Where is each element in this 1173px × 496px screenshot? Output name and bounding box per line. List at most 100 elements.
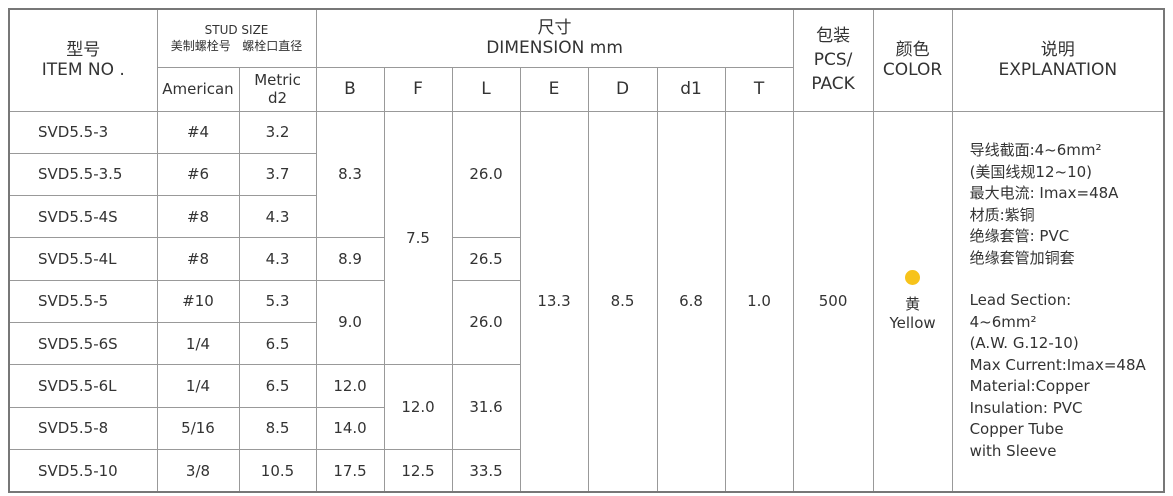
expl-line: Insulation: PVC — [969, 398, 1083, 417]
pack-cell: 500 — [792, 110, 874, 493]
l-cell: 26.0 — [451, 279, 521, 366]
expl-line: Max Current:Imax=48A — [969, 355, 1146, 374]
row: SVD5.5-10 3/8 10.5 17.5 12.5 33.5 — [8, 448, 1164, 493]
header-text: d2 — [267, 89, 288, 107]
d-cell: 8.5 — [587, 110, 658, 493]
american-cell: 1/4 — [156, 321, 240, 366]
american-cell: #8 — [156, 195, 240, 239]
expl-line: 最大电流: Imax=48A — [969, 184, 1119, 203]
metric-cell: 5.3 — [238, 279, 317, 323]
header-text: 颜色 — [895, 40, 930, 61]
model-cell: SVD5.5-6L — [8, 364, 158, 408]
color-en: Yellow — [889, 314, 936, 333]
b-cell: 8.3 — [315, 110, 385, 239]
american-cell: #6 — [156, 152, 240, 197]
b-cell: 14.0 — [315, 406, 385, 450]
model-cell: SVD5.5-5 — [8, 279, 158, 323]
american-cell: 5/16 — [156, 406, 240, 450]
t-cell: 1.0 — [724, 110, 794, 493]
header-text: 包装 — [816, 26, 851, 47]
expl-line: with Sleeve — [969, 441, 1057, 460]
model-cell: SVD5.5-4L — [8, 237, 158, 281]
american-cell: #8 — [156, 237, 240, 281]
header-text: 尺寸 — [537, 18, 572, 39]
expl-line: 绝缘套管加铜套 — [969, 248, 1075, 267]
f-cell: 12.5 — [383, 448, 453, 493]
model-cell: SVD5.5-3 — [8, 110, 158, 154]
header-text: PCS/ — [813, 50, 853, 71]
header-cell: T — [724, 66, 794, 112]
header-cell: D — [587, 66, 658, 112]
header-text: 螺栓口直径 — [242, 38, 303, 53]
color-cell: 黄 Yellow — [872, 110, 953, 493]
header-text: EXPLANATION — [998, 60, 1118, 81]
color-header: 颜色 COLOR — [872, 8, 953, 112]
header-text: 说明 — [1040, 40, 1075, 61]
header-text: 美制螺栓号 — [170, 38, 231, 53]
model-cell: SVD5.5-4S — [8, 195, 158, 239]
row: SVD5.5-3 #4 3.2 8.3 7.5 26.0 13.3 8.5 6.8 1.0 500 黄… — [8, 110, 1165, 493]
metric-cell: 8.5 — [238, 406, 317, 450]
expl-line: 4~6mm² — [969, 312, 1037, 331]
pack-header: 包装 PCS/PACK — [792, 8, 874, 112]
row: SVD5.5-4S #8 4.3 — [8, 195, 1164, 239]
expl-header: 说明 EXPLANATION — [951, 8, 1165, 112]
row: SVD5.5-6L 1/4 6.5 12.0 12.0 31.6 — [8, 364, 1164, 450]
metric-cell: 3.2 — [238, 110, 317, 154]
header-text: Metric — [254, 71, 301, 89]
color-dot — [905, 270, 921, 286]
f-cell: 12.0 — [383, 364, 453, 450]
b-cell: 17.5 — [315, 448, 385, 493]
metric-cell: 4.3 — [238, 195, 317, 239]
color-zh: 黄 — [905, 295, 921, 314]
header-cell: F — [383, 66, 453, 112]
header-cell: d1 — [656, 66, 726, 112]
model-cell: SVD5.5-10 — [8, 448, 158, 493]
header-text: 型号 — [66, 40, 101, 61]
metric-cell: 10.5 — [238, 448, 317, 493]
row: SVD5.5-3.5 #6 3.7 — [8, 152, 1164, 197]
l-cell: 31.6 — [451, 364, 521, 450]
header-text: PACK — [811, 74, 855, 95]
d1-cell: 6.8 — [656, 110, 726, 493]
american-cell: 3/8 — [156, 448, 240, 493]
f-cell: 7.5 — [383, 110, 453, 366]
b-cell: 9.0 — [315, 279, 385, 366]
header-text: ITEM NO . — [41, 60, 125, 81]
header-cell: B — [315, 66, 385, 112]
row: SVD5.5-5 #10 5.3 9.0 26.0 — [8, 279, 1164, 366]
header-cell: Metric d2 — [238, 66, 317, 112]
header-text: STUD SIZE — [204, 22, 269, 37]
expl-line: Copper Tube — [969, 420, 1064, 439]
spacer — [970, 269, 1163, 290]
expl-line: 绝缘套管: PVC — [969, 227, 1070, 246]
row: SVD5.5-6S 1/4 6.5 — [8, 321, 1164, 366]
row: SVD5.5-8 5/16 8.5 14.0 — [8, 406, 1164, 450]
header-cell: L — [451, 66, 521, 112]
model-cell: SVD5.5-6S — [8, 321, 158, 366]
expl-line: 导线截面:4~6mm² — [969, 141, 1102, 160]
model-cell: SVD5.5-8 — [8, 406, 158, 450]
b-cell: 8.9 — [315, 237, 385, 281]
expl-line: (A.W. G.12-10) — [969, 334, 1079, 353]
dim-header: 尺寸 DIMENSION mm — [315, 8, 794, 68]
american-cell: #10 — [156, 279, 240, 323]
expl-line: Lead Section: — [969, 291, 1072, 310]
model-header: 型号 ITEM NO . — [8, 8, 158, 112]
expl-line: 材质:紫铜 — [969, 205, 1035, 224]
american-cell: #4 — [156, 110, 240, 154]
row: SVD5.5-4L #8 4.3 8.9 26.5 — [8, 237, 1164, 281]
b-cell: 12.0 — [315, 364, 385, 408]
explanation-cell: 导线截面:4~6mm² (美国线规12~10) 最大电流: Imax=48A 材质:紫… — [951, 110, 1165, 493]
header-text: DIMENSION mm — [486, 38, 623, 59]
expl-line: (美国线规12~10) — [969, 162, 1093, 181]
spec-table: 型号 ITEM NO . STUD SIZE 美制螺栓号 螺栓口直径 尺寸 DIMEN… — [8, 8, 1165, 494]
metric-cell: 6.5 — [238, 364, 317, 408]
metric-cell: 6.5 — [238, 321, 317, 366]
l-cell: 26.0 — [451, 110, 521, 239]
l-cell: 26.5 — [451, 237, 521, 281]
metric-cell: 4.3 — [238, 237, 317, 281]
metric-cell: 3.7 — [238, 152, 317, 197]
expl-line: Material:Copper — [969, 377, 1090, 396]
